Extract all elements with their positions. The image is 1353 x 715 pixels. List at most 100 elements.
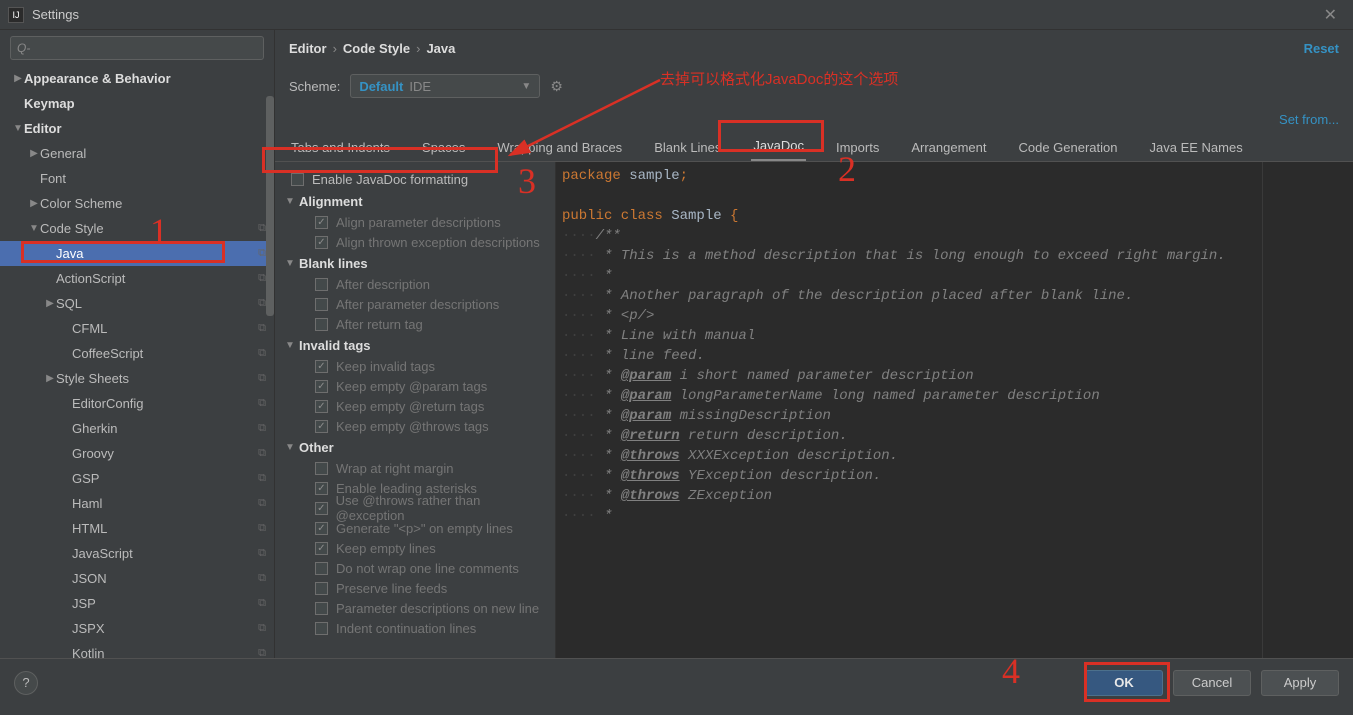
sidebar-item-actionscript[interactable]: ActionScript⧉ [0,266,274,291]
checkbox-icon[interactable] [315,502,328,515]
set-from-link[interactable]: Set from... [1279,112,1339,127]
window-title: Settings [32,7,1316,22]
checkbox-icon[interactable] [315,482,328,495]
checkbox-icon[interactable] [315,420,328,433]
option-keep-empty-throws-tags[interactable]: Keep empty @throws tags [285,416,545,436]
cancel-button[interactable]: Cancel [1173,670,1251,696]
checkbox-icon[interactable] [315,360,328,373]
group-blank-lines[interactable]: ▼Blank lines [285,252,545,274]
sidebar-item-java[interactable]: Java⧉ [0,241,274,266]
sidebar-item-coffeescript[interactable]: CoffeeScript⧉ [0,341,274,366]
copy-icon: ⧉ [258,372,266,385]
sidebar-item-keymap[interactable]: Keymap [0,91,274,116]
tab-blank-lines[interactable]: Blank Lines [652,140,723,161]
copy-icon: ⧉ [258,597,266,610]
chevron-down-icon: ▼ [285,258,299,269]
tab-code-generation[interactable]: Code Generation [1016,140,1119,161]
sidebar-item-groovy[interactable]: Groovy⧉ [0,441,274,466]
option-keep-empty-param-tags[interactable]: Keep empty @param tags [285,376,545,396]
sidebar-item-jsp[interactable]: JSP⧉ [0,591,274,616]
option-use-throws-rather-than-exception[interactable]: Use @throws rather than @exception [285,498,545,518]
ok-button[interactable]: OK [1085,670,1163,696]
gear-icon[interactable]: ⚙ [550,78,563,95]
sidebar-item-haml[interactable]: Haml⧉ [0,491,274,516]
tab-arrangement[interactable]: Arrangement [909,140,988,161]
sidebar-item-jspx[interactable]: JSPX⧉ [0,616,274,641]
sidebar-item-html[interactable]: HTML⧉ [0,516,274,541]
copy-icon: ⧉ [258,647,266,658]
tree-scrollbar-thumb[interactable] [266,96,274,316]
checkbox-icon[interactable] [315,318,328,331]
help-button[interactable]: ? [14,671,38,695]
checkbox-icon[interactable] [315,298,328,311]
option-after-return-tag[interactable]: After return tag [285,314,545,334]
sidebar-item-editorconfig[interactable]: EditorConfig⧉ [0,391,274,416]
apply-button[interactable]: Apply [1261,670,1339,696]
copy-icon: ⧉ [258,572,266,585]
option-do-not-wrap-one-line-comments[interactable]: Do not wrap one line comments [285,558,545,578]
option-label: Align parameter descriptions [336,215,501,230]
group-other[interactable]: ▼Other [285,436,545,458]
checkbox-icon[interactable] [315,400,328,413]
checkbox-icon[interactable] [315,542,328,555]
checkbox-icon[interactable] [315,278,328,291]
checkbox-icon[interactable] [315,602,328,615]
scheme-select[interactable]: Default IDE ▼ [350,74,540,98]
search-placeholder: Q- [17,41,30,55]
checkbox-icon[interactable] [291,173,304,186]
sidebar-item-gsp[interactable]: GSP⧉ [0,466,274,491]
search-input[interactable]: Q- [10,36,264,60]
option-label: Use @throws rather than @exception [336,493,545,523]
option-after-description[interactable]: After description [285,274,545,294]
sidebar-item-editor[interactable]: ▼Editor [0,116,274,141]
tab-tabs-and-indents[interactable]: Tabs and Indents [289,140,392,161]
close-icon[interactable]: ✕ [1316,5,1345,25]
group-alignment[interactable]: ▼Alignment [285,190,545,212]
option-after-parameter-descriptions[interactable]: After parameter descriptions [285,294,545,314]
breadcrumb-0[interactable]: Editor [289,41,327,56]
sidebar-item-code-style[interactable]: ▼Code Style⧉ [0,216,274,241]
breadcrumb-1[interactable]: Code Style [343,41,410,56]
option-indent-continuation-lines[interactable]: Indent continuation lines [285,618,545,638]
sidebar-item-font[interactable]: Font [0,166,274,191]
checkbox-icon[interactable] [315,562,328,575]
checkbox-icon[interactable] [315,462,328,475]
sidebar-item-json[interactable]: JSON⧉ [0,566,274,591]
sidebar: Q- ▶Appearance & BehaviorKeymap▼Editor▶G… [0,30,275,658]
tree-item-label: ActionScript [56,271,258,286]
option-align-thrown-exception-descriptions[interactable]: Align thrown exception descriptions [285,232,545,252]
sidebar-item-kotlin[interactable]: Kotlin⧉ [0,641,274,658]
sidebar-item-general[interactable]: ▶General [0,141,274,166]
checkbox-icon[interactable] [315,216,328,229]
checkbox-icon[interactable] [315,522,328,535]
checkbox-icon[interactable] [315,380,328,393]
tab-spaces[interactable]: Spaces [420,140,467,161]
sidebar-item-style-sheets[interactable]: ▶Style Sheets⧉ [0,366,274,391]
option-keep-empty-lines[interactable]: Keep empty lines [285,538,545,558]
tab-javadoc[interactable]: JavaDoc [751,138,806,161]
sidebar-item-appearance-behavior[interactable]: ▶Appearance & Behavior [0,66,274,91]
option-align-parameter-descriptions[interactable]: Align parameter descriptions [285,212,545,232]
tab-java-ee-names[interactable]: Java EE Names [1148,140,1245,161]
option-generate-p-on-empty-lines[interactable]: Generate "<p>" on empty lines [285,518,545,538]
option-preserve-line-feeds[interactable]: Preserve line feeds [285,578,545,598]
option-wrap-at-right-margin[interactable]: Wrap at right margin [285,458,545,478]
option-keep-invalid-tags[interactable]: Keep invalid tags [285,356,545,376]
sidebar-item-cfml[interactable]: CFML⧉ [0,316,274,341]
sidebar-item-gherkin[interactable]: Gherkin⧉ [0,416,274,441]
group-invalid-tags[interactable]: ▼Invalid tags [285,334,545,356]
option-label: Generate "<p>" on empty lines [336,521,513,536]
checkbox-icon[interactable] [315,582,328,595]
sidebar-item-sql[interactable]: ▶SQL⧉ [0,291,274,316]
reset-link[interactable]: Reset [1304,41,1339,56]
enable-javadoc-formatting-row[interactable]: Enable JavaDoc formatting [285,168,545,190]
checkbox-icon[interactable] [315,236,328,249]
sidebar-item-javascript[interactable]: JavaScript⧉ [0,541,274,566]
tree-item-label: Appearance & Behavior [24,71,266,86]
tab-wrapping-and-braces[interactable]: Wrapping and Braces [495,140,624,161]
copy-icon: ⧉ [258,322,266,335]
checkbox-icon[interactable] [315,622,328,635]
sidebar-item-color-scheme[interactable]: ▶Color Scheme [0,191,274,216]
option-keep-empty-return-tags[interactable]: Keep empty @return tags [285,396,545,416]
option-parameter-descriptions-on-new-line[interactable]: Parameter descriptions on new line [285,598,545,618]
